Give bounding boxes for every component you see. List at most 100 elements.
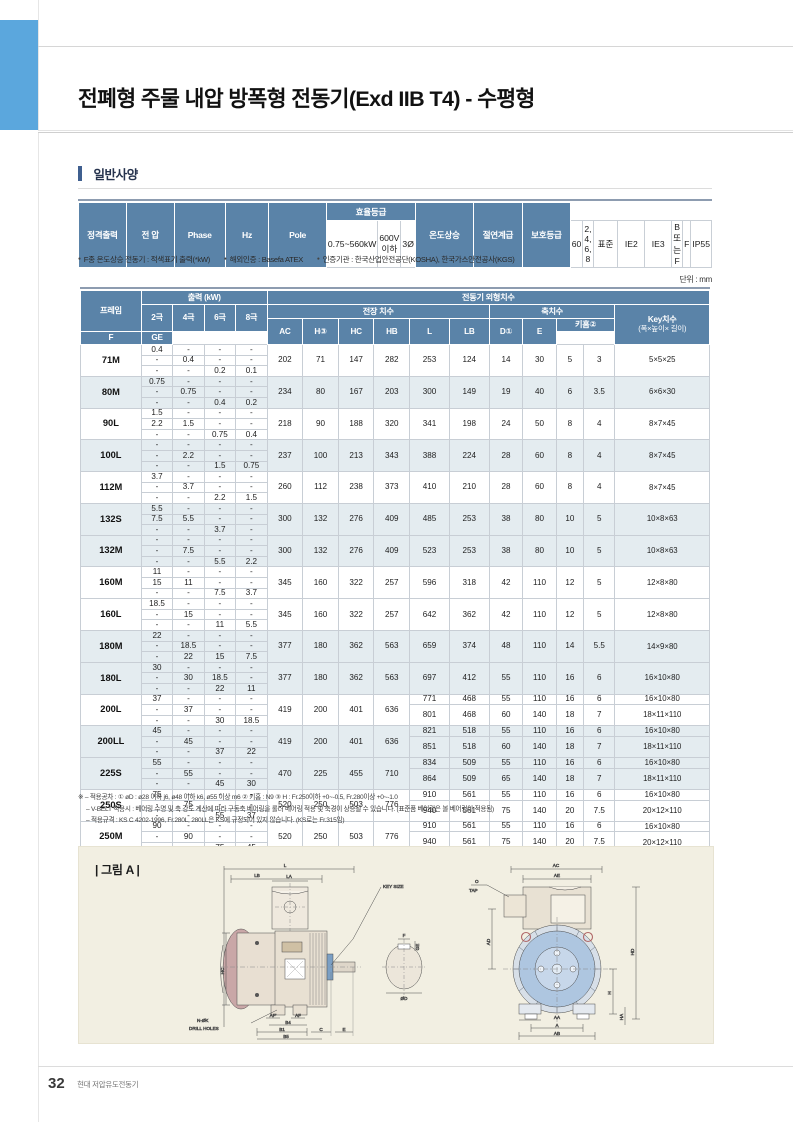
kw-cell-pole-8: 0.75: [235, 460, 268, 473]
kw-cell-pole-2: -: [140, 746, 174, 759]
kw-cell-pole-2: -: [140, 714, 174, 727]
shaft-cell-d: 60: [488, 704, 524, 727]
dim-cell-ac: 377: [266, 630, 304, 663]
shaft-cell-lb: 509: [448, 767, 490, 790]
dim-cell-ac: 218: [266, 407, 304, 441]
dimension-table: 프레임 출력 (kW) 전동기 외형치수 2극 4극 6극 8극 전장 치수 축…: [80, 290, 711, 886]
kw-cell-pole-6: 5.5: [203, 555, 237, 568]
kw-cell-pole-2: -: [140, 396, 174, 409]
dim-header-row-1: 프레임 출력 (kW) 전동기 외형치수: [80, 290, 711, 332]
shaft-cell-d: 24: [488, 407, 524, 441]
frame-name-cell: 100L: [80, 439, 142, 473]
shaft-cell-key: 12×8×80: [614, 566, 710, 600]
kw-cell-pole-6: 3.7: [203, 524, 237, 536]
kw-cell-pole-2: -: [140, 449, 174, 462]
kw-cell-pole-8: 7.5: [235, 651, 268, 663]
kw-cell-pole-8: -: [235, 439, 268, 451]
callout-OD: ØD: [401, 996, 409, 1001]
table-row: 180M 22- - -377 180 362 563 659 374 48 110 14 5.5 14×…: [80, 630, 710, 663]
kw-cell-pole-6: -: [203, 386, 237, 398]
dim-cell-hb: 320: [373, 407, 411, 441]
shaft-cell-key: 14×9×80: [614, 630, 710, 663]
table-row: 7.5 5.5- -: [81, 513, 710, 526]
footnote-2: – V-BELT 적용시 : 베어링 수명 및 축 강도 계산에 따라 구동축 …: [86, 805, 494, 813]
dim-cell-h: 200: [302, 693, 339, 727]
page-footer: 32 현대 저압유도전동기: [48, 1074, 448, 1092]
dim-cell-hc: 455: [337, 757, 375, 790]
shaft-cell-l: 410: [409, 471, 450, 504]
kw-cell-pole-8: -: [235, 831, 268, 843]
callout-AA: AA: [554, 1015, 561, 1020]
shaft-cell-l: 485: [409, 502, 450, 536]
table-row: -75- -940 561 75 140 20 7.5 20×12×110: [81, 799, 710, 822]
kw-cell-pole-2: -: [140, 735, 174, 748]
dim-cell-h: 132: [302, 534, 339, 568]
dim-cell-h: 160: [302, 598, 339, 632]
shaft-cell-f: 8: [555, 407, 585, 441]
dim-cell-h: 160: [302, 566, 339, 600]
callout-LA: LA: [286, 874, 293, 879]
table-row: 2.2 1.5- -: [81, 418, 710, 430]
shaft-cell-l: 771: [409, 693, 450, 706]
shaft-cell-e: 110: [522, 725, 557, 737]
figure-label: | 그림 A |: [95, 863, 140, 877]
kw-cell-pole-6: 0.2: [203, 365, 237, 377]
kw-cell-pole-8: -: [235, 757, 268, 769]
kw-cell-pole-6: -: [203, 725, 237, 737]
kw-cell-pole-6: 37: [203, 746, 237, 759]
dim-cell-hc: 362: [337, 630, 375, 663]
footer-caption: 현대 저압유도전동기: [77, 1080, 139, 1089]
spec-header-efficiency: 효율등급: [325, 202, 416, 221]
shaft-cell-d: 38: [488, 534, 524, 568]
spec-value-row: 0.75~560kW 600V 이하 3Ø 60 2, 4, 6, 8 표준 I…: [79, 220, 712, 268]
dim-cell-h: 180: [302, 630, 339, 663]
dim-header-d: D①: [488, 318, 524, 345]
shaft-cell-d: 28: [488, 471, 524, 504]
kw-cell-pole-4: -: [172, 524, 205, 536]
kw-cell-pole-4: -: [172, 492, 205, 504]
kw-cell-pole-6: -: [203, 767, 237, 780]
shaft-cell-l: 864: [409, 767, 450, 790]
shaft-cell-f: 14: [555, 630, 585, 663]
kw-cell-pole-2: -: [140, 555, 174, 568]
kw-cell-pole-4: -: [172, 683, 205, 695]
shaft-cell-l: 523: [409, 534, 450, 568]
dim-header-h: H③: [302, 318, 339, 345]
dim-cell-ac: 260: [266, 471, 304, 504]
shaft-cell-d: 60: [488, 735, 524, 759]
frame-name-cell: 200LL: [80, 725, 142, 759]
kw-cell-pole-8: -: [235, 672, 268, 684]
shaft-cell-e: 110: [522, 693, 557, 706]
shaft-cell-ge: 6: [583, 725, 616, 737]
dim-header-pole-6: 6극: [203, 304, 237, 332]
dim-cell-hb: 409: [373, 502, 411, 536]
kw-cell-pole-2: -: [140, 534, 174, 547]
kw-cell-pole-4: -: [172, 534, 205, 547]
dim-cell-hc: 503: [337, 788, 375, 822]
kw-cell-pole-6: 22: [203, 683, 237, 695]
motor-outline-drawing: L LB LA: [189, 863, 640, 1040]
kw-cell-pole-6: 1.5: [203, 460, 237, 473]
callout-HA: HA: [619, 1013, 624, 1020]
kw-cell-pole-2: -: [140, 587, 174, 600]
kw-cell-pole-2: -: [140, 619, 174, 632]
shaft-cell-e: 60: [522, 439, 557, 473]
callout-LB: LB: [254, 873, 260, 878]
callout-B1: B1: [279, 1027, 285, 1032]
table-row: 132M - - - -300 132 276 409 523 253 38 80 10 5 10×8×63: [80, 534, 710, 568]
dim-cell-ac: 237: [266, 439, 304, 473]
dim-cell-hc: 401: [337, 725, 375, 759]
kw-cell-pole-6: -: [203, 513, 237, 526]
callout-B4: B4: [285, 1020, 291, 1025]
shaft-cell-d: 38: [488, 502, 524, 536]
kw-cell-pole-4: -: [172, 396, 205, 409]
shaft-cell-d: 28: [488, 439, 524, 473]
dim-cell-hb: 563: [373, 630, 411, 663]
dim-header-shaft-group: 축치수: [488, 304, 616, 319]
kw-cell-pole-8: 0.4: [235, 428, 268, 441]
dim-header-l: L: [409, 318, 450, 345]
table-row: 250S 75- - -520 250 503 776 910 561 55 110 16 6 16×10…: [80, 788, 710, 822]
dim-header-hc: HC: [337, 318, 375, 345]
shaft-cell-key: 18×11×110: [614, 704, 710, 727]
spec-notes: F종 온도상승 전동기 : 적색표기 출력(*kW) 해외인증 : Basefa…: [78, 254, 712, 265]
